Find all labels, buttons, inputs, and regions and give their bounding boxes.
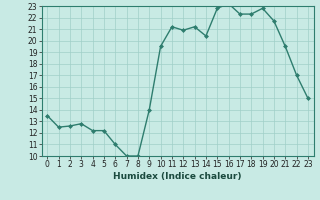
X-axis label: Humidex (Indice chaleur): Humidex (Indice chaleur): [113, 172, 242, 181]
